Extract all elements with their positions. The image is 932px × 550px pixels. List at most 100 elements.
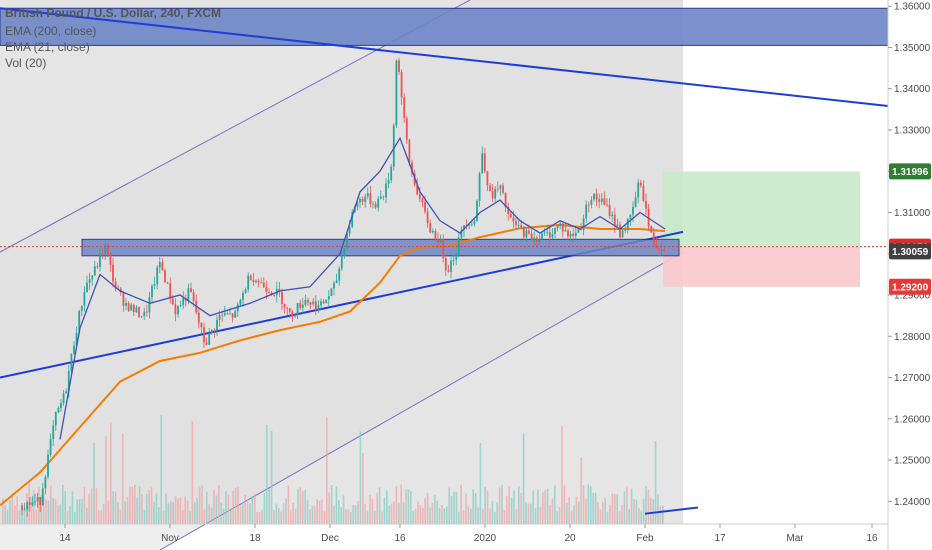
candle-body	[93, 266, 96, 276]
candle-body	[231, 313, 234, 318]
volume-bar	[76, 499, 78, 524]
candle-body	[156, 267, 159, 285]
candle-body	[44, 476, 47, 489]
candle-body	[606, 204, 608, 206]
candle-body	[309, 302, 312, 305]
volume-bar	[237, 487, 239, 524]
volume-bar	[251, 496, 254, 524]
volume-bar	[417, 501, 419, 524]
volume-bar	[134, 484, 136, 524]
volume-bar	[186, 500, 189, 524]
x-tick-label: 16	[394, 533, 406, 544]
y-tick-label: 1.25000	[894, 456, 931, 467]
candle-body	[624, 229, 627, 231]
volume-bar	[659, 505, 662, 524]
candle-body	[304, 299, 307, 305]
volume-bar	[64, 491, 66, 524]
volume-bar	[359, 430, 362, 524]
volume-bar	[232, 490, 234, 524]
volume-bar	[112, 491, 114, 524]
candle-body	[67, 371, 70, 392]
volume-bar	[21, 508, 23, 524]
candle-body	[509, 214, 512, 218]
volume-bar	[138, 486, 141, 524]
candle-body	[431, 231, 434, 233]
candle-body	[405, 118, 408, 140]
candle-body	[515, 221, 517, 226]
candle-body	[145, 311, 148, 313]
descending-trendline	[0, 7, 889, 108]
candle-body	[99, 254, 101, 267]
volume-bar	[268, 488, 270, 524]
volume-bar	[510, 497, 513, 524]
volume-bar	[158, 507, 160, 524]
candle-body	[161, 262, 164, 271]
volume-bar	[258, 511, 261, 524]
volume-bar	[491, 500, 494, 524]
candle-body	[499, 185, 502, 189]
volume-bar	[42, 493, 45, 524]
candle-body	[171, 298, 174, 305]
candle-body	[221, 314, 224, 316]
volume-bar	[362, 452, 364, 524]
candle-body	[361, 198, 364, 202]
volume-bar	[4, 505, 6, 524]
candle-body	[637, 182, 640, 198]
volume-bar	[383, 497, 386, 524]
volume-bar	[460, 484, 462, 524]
candles	[21, 57, 666, 517]
volume-bar	[489, 508, 491, 524]
candle-body	[234, 311, 237, 318]
volume-bar	[412, 510, 414, 524]
volume-bar	[486, 490, 489, 524]
candle-body	[629, 214, 632, 219]
volume-bar	[573, 505, 575, 524]
candle-body	[166, 282, 169, 284]
volume-bar	[472, 489, 474, 524]
volume-bar	[652, 499, 654, 524]
volume-bar	[542, 492, 544, 524]
volume-bar	[438, 507, 441, 524]
candle-body	[639, 182, 642, 186]
candle-body	[140, 316, 143, 317]
volume-bar	[11, 493, 14, 524]
volume-bar	[278, 508, 280, 524]
volume-bar	[114, 491, 117, 524]
candle-body	[426, 211, 429, 224]
volume-bar	[422, 507, 424, 524]
volume-bar	[160, 415, 162, 524]
y-tick-label: 1.28000	[894, 332, 931, 343]
candle-body	[647, 208, 650, 226]
x-tick-label: 20	[564, 533, 576, 544]
x-tick-label: 17	[714, 533, 726, 544]
candle-body	[356, 202, 359, 207]
extension-trendline	[644, 506, 699, 515]
volume-bar	[465, 493, 467, 524]
candle-body	[476, 201, 478, 222]
y-tick-label: 1.29000	[894, 291, 931, 302]
candle-body	[502, 185, 504, 193]
candle-body	[650, 225, 653, 233]
candle-body	[455, 253, 458, 260]
candle-body	[31, 502, 34, 505]
candle-body	[288, 308, 291, 312]
candle-body	[122, 292, 125, 306]
candle-body	[447, 270, 450, 272]
y-tick-label: 1.27000	[894, 373, 931, 384]
volume-bar	[206, 491, 208, 524]
candle-body	[114, 281, 117, 289]
candle-body	[78, 310, 81, 333]
volume-bar	[453, 491, 455, 524]
volume-bar	[345, 509, 347, 524]
volume-bar	[9, 500, 11, 524]
volume-bar	[203, 509, 206, 524]
volume-bar	[371, 498, 374, 524]
volume-bar	[455, 491, 458, 524]
candle-body	[164, 270, 166, 283]
volume-bar	[628, 509, 630, 524]
volume-bar	[110, 422, 112, 524]
candle-body	[593, 193, 595, 200]
volume-bar	[616, 494, 618, 524]
candle-body	[478, 173, 481, 201]
